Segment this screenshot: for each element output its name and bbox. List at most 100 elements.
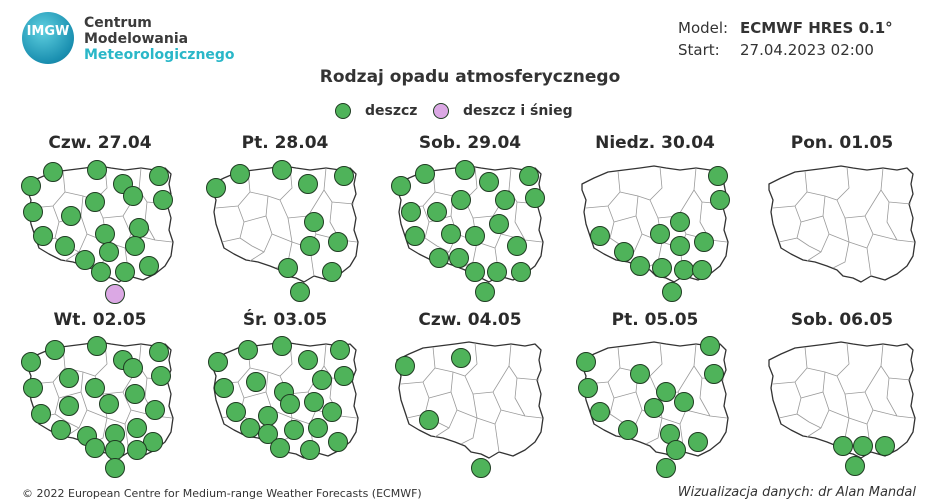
voivodeship-border	[279, 189, 325, 219]
station-marker-rain	[85, 192, 105, 212]
voivodeship-border	[585, 346, 621, 385]
station-marker-rain	[290, 282, 310, 302]
station-marker-rain	[853, 436, 873, 456]
poland-map	[768, 341, 916, 476]
legend: deszcz deszcz i śnieg	[0, 103, 940, 125]
station-marker-rain	[115, 262, 135, 282]
station-marker-rain	[139, 256, 159, 276]
station-marker-rain	[519, 166, 539, 186]
station-marker-rain	[449, 248, 469, 268]
station-marker-rain	[666, 440, 686, 460]
station-marker-rain	[322, 402, 342, 422]
station-marker-rain	[240, 418, 260, 438]
station-marker-rain	[59, 396, 79, 416]
poland-map	[576, 336, 729, 478]
station-marker-rain	[129, 218, 149, 238]
station-marker-rain	[45, 340, 65, 360]
poland-map	[768, 165, 916, 283]
station-marker-rain	[23, 202, 43, 222]
voivodeship-border	[806, 391, 830, 438]
station-marker-rain	[312, 370, 332, 390]
logo-name: Centrum Modelowania Meteorologicznego	[84, 15, 235, 63]
station-marker-rain	[149, 342, 169, 362]
voivodeship-border	[864, 391, 915, 419]
station-marker-rain	[708, 166, 728, 186]
station-marker-rain	[85, 438, 105, 458]
day-label: Pt. 28.04	[241, 133, 329, 153]
station-marker-rain	[525, 188, 545, 208]
station-marker-rain	[85, 378, 105, 398]
voivodeship-border	[864, 215, 915, 243]
voivodeship-border	[30, 346, 66, 385]
station-marker-rain	[284, 420, 304, 440]
station-marker-rain	[334, 366, 354, 386]
voivodeship-border	[514, 377, 526, 417]
station-marker-rain	[670, 236, 690, 256]
page-title: Rodzaj opadu atmosferycznego	[319, 67, 621, 87]
station-marker-rain	[21, 352, 41, 372]
voivodeship-border	[886, 201, 898, 241]
station-marker-rain	[328, 232, 348, 252]
station-marker-rain	[143, 432, 163, 452]
station-marker-rain	[590, 402, 610, 422]
rain-marker-icon	[335, 103, 351, 119]
station-marker-rain	[489, 214, 509, 234]
station-marker-rain	[507, 236, 527, 256]
station-marker-rain	[674, 392, 694, 412]
day-label: Pon. 01.05	[790, 133, 894, 153]
country-outline	[768, 165, 916, 283]
voivodeship-border	[649, 189, 695, 219]
station-marker-rain	[55, 236, 75, 256]
station-marker-rain	[145, 400, 165, 420]
station-marker-rain	[258, 406, 278, 426]
voivodeship-border	[508, 343, 540, 381]
day-label: Czw. 04.05	[418, 310, 522, 330]
station-marker-rain	[272, 160, 292, 180]
station-marker-rain	[614, 242, 634, 262]
station-marker-rain	[630, 364, 650, 384]
voivodeship-border	[778, 381, 802, 419]
station-marker-rain	[618, 420, 638, 440]
credit: Wizualizacja danych: dr Alan Mandal	[677, 485, 916, 500]
station-marker-rain	[125, 384, 145, 404]
day-label: Wt. 02.05	[53, 310, 147, 330]
station-marker-rain	[33, 226, 53, 246]
voivodeship-border	[832, 241, 850, 269]
station-marker-rain	[487, 262, 507, 282]
station-marker-rain	[391, 176, 411, 196]
station-marker-rain	[395, 356, 415, 376]
station-marker-rain	[630, 256, 650, 276]
station-marker-rain	[471, 458, 491, 478]
voivodeship-border	[886, 377, 898, 417]
station-marker-rain	[694, 232, 714, 252]
station-marker-rain	[91, 262, 111, 282]
station-marker-rain	[710, 190, 730, 210]
station-marker-rain	[334, 166, 354, 186]
station-marker-rain	[127, 418, 147, 438]
start-value: 27.04.2023 02:00	[740, 41, 874, 59]
station-marker-rain	[226, 402, 246, 422]
station-marker-rain	[670, 212, 690, 232]
station-marker-rain	[31, 404, 51, 424]
poland-map	[206, 160, 359, 302]
station-marker-rain	[692, 260, 712, 280]
station-marker-rain	[43, 162, 63, 182]
station-marker-rain	[328, 432, 348, 452]
station-marker-rain	[576, 352, 596, 372]
station-marker-rain	[153, 190, 173, 210]
station-marker-rain	[51, 420, 71, 440]
voivodeship-border	[796, 413, 822, 429]
station-marker-rain	[95, 224, 115, 244]
station-marker-rain	[105, 458, 125, 478]
station-marker-rain	[405, 226, 425, 246]
station-marker-rain	[401, 202, 421, 222]
station-marker-rain	[300, 236, 320, 256]
poland-map	[391, 160, 545, 302]
station-marker-rain	[656, 382, 676, 402]
voivodeship-border	[772, 346, 808, 385]
station-marker-rain	[75, 250, 95, 270]
voivodeship-border	[30, 170, 66, 209]
station-marker-rain	[429, 248, 449, 268]
day-label: Niedz. 30.04	[595, 133, 715, 153]
voivodeship-border	[64, 391, 88, 438]
